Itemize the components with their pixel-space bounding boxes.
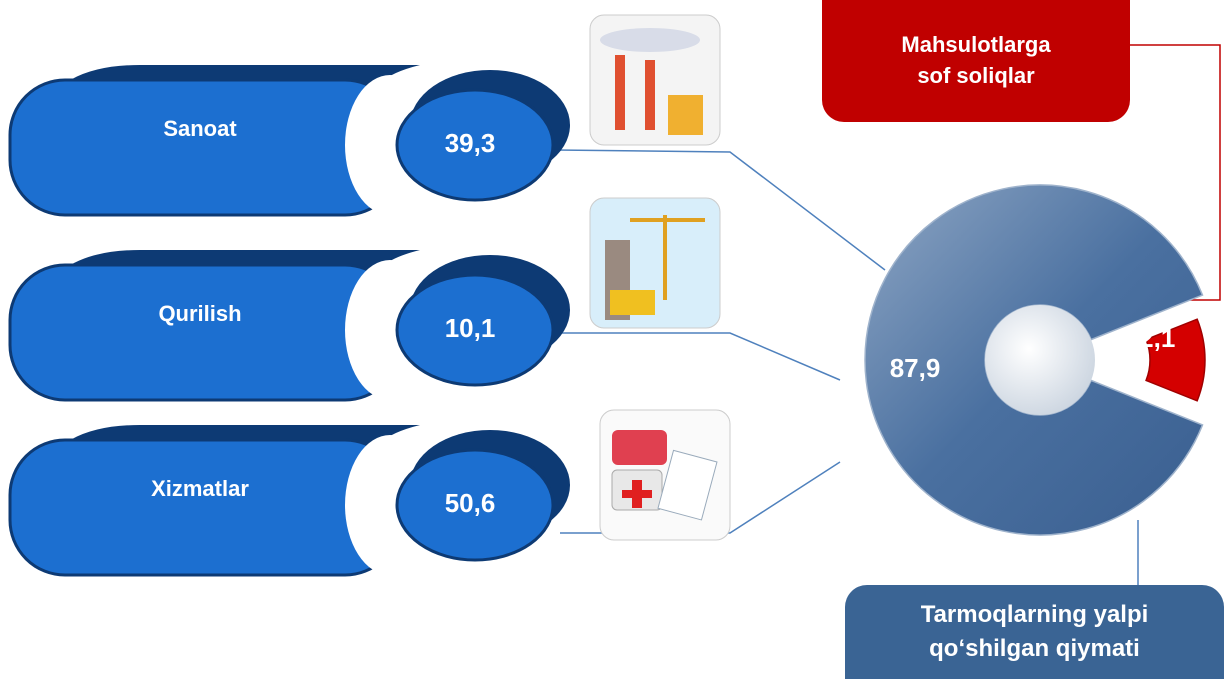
chimney <box>645 60 655 130</box>
icons <box>590 15 730 540</box>
category-label: Qurilish <box>158 301 241 326</box>
value-label: 39,3 <box>445 128 496 158</box>
excavator <box>610 290 655 315</box>
donut-value-label: 12,1 <box>1125 323 1176 353</box>
chimney <box>615 55 625 130</box>
connector <box>560 333 840 380</box>
tax-callout: Mahsulotlarga sof soliqlar <box>822 0 1130 122</box>
basket <box>612 430 667 465</box>
smoke <box>600 28 700 52</box>
donut-hole <box>985 305 1095 415</box>
infographic: 87,9 12,1 Sanoat 39,3 Qurilish 10,1 Xizmatlar 5… <box>0 0 1224 679</box>
category-label: Xizmatlar <box>151 476 249 501</box>
building <box>668 95 703 135</box>
ribbon-body <box>10 265 400 400</box>
ribbon-body <box>10 440 400 575</box>
gva-callout: Tarmoqlarning yalpi qo‘shilgan qiymati <box>845 585 1224 679</box>
donut-value-label: 87,9 <box>890 353 941 383</box>
ribbon-body <box>10 80 400 215</box>
category-label: Sanoat <box>163 116 237 141</box>
value-label: 10,1 <box>445 313 496 343</box>
value-label: 50,6 <box>445 488 496 518</box>
